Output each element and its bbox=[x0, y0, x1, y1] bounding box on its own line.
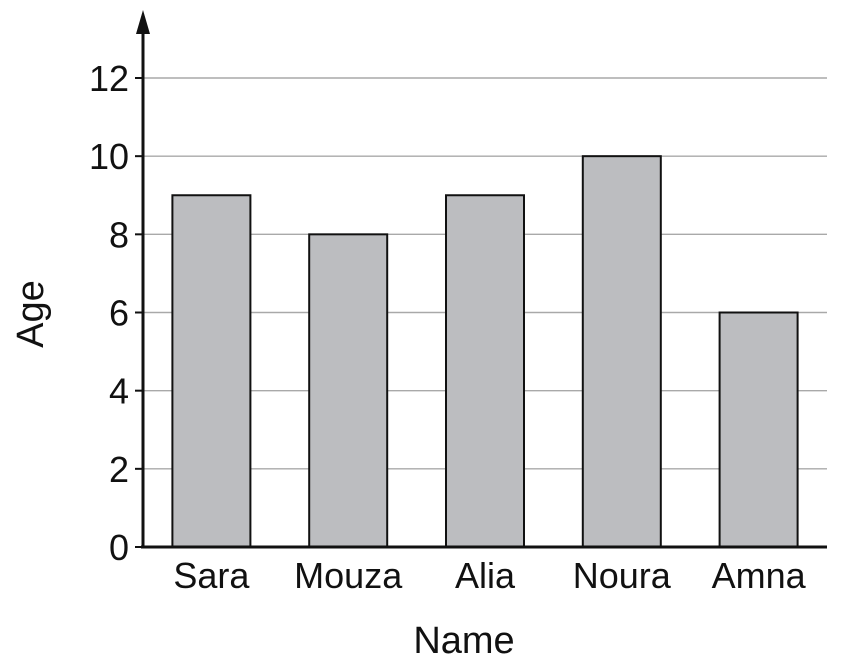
bar-mouza bbox=[308, 233, 389, 548]
x-axis-title: Name bbox=[413, 620, 514, 662]
y-tick-label: 4 bbox=[109, 371, 129, 412]
bar-alia bbox=[445, 194, 525, 548]
x-tick-label: Sara bbox=[173, 555, 250, 596]
y-tick-label: 12 bbox=[89, 58, 129, 99]
y-tick-label: 2 bbox=[109, 449, 129, 490]
y-tick-label: 8 bbox=[109, 214, 129, 255]
y-axis bbox=[136, 10, 150, 547]
x-tick-labels: Sara Mouza Alia Noura Amna bbox=[173, 555, 806, 596]
bar-sara bbox=[171, 194, 252, 548]
x-tick-label: Amna bbox=[712, 555, 807, 596]
y-tick-label: 0 bbox=[109, 527, 129, 568]
y-axis-arrowhead bbox=[136, 10, 150, 34]
bars bbox=[171, 155, 799, 549]
y-tick-label: 6 bbox=[109, 293, 129, 334]
y-axis-title: Age bbox=[10, 280, 52, 348]
y-tick-label: 10 bbox=[89, 136, 129, 177]
x-tick-label: Mouza bbox=[294, 555, 403, 596]
y-ticks: 0 2 4 6 8 10 12 bbox=[89, 58, 143, 568]
bar-amna bbox=[718, 311, 799, 548]
x-tick-label: Alia bbox=[455, 555, 516, 596]
x-tick-label: Noura bbox=[573, 555, 672, 596]
bar-noura bbox=[581, 155, 662, 549]
